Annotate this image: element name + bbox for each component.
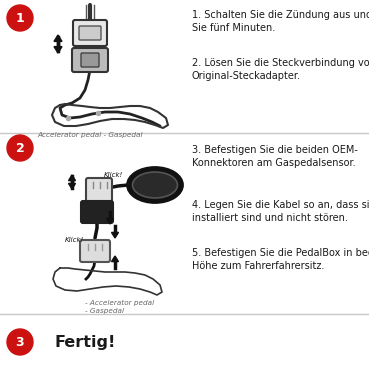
Ellipse shape: [132, 172, 177, 198]
Circle shape: [7, 135, 33, 161]
FancyBboxPatch shape: [79, 26, 101, 40]
FancyBboxPatch shape: [86, 178, 112, 202]
Polygon shape: [111, 232, 118, 238]
Text: Klick!: Klick!: [103, 172, 123, 178]
FancyBboxPatch shape: [73, 20, 107, 46]
Text: 3: 3: [16, 335, 24, 348]
Text: 2: 2: [15, 141, 24, 155]
Polygon shape: [111, 256, 118, 262]
Polygon shape: [107, 218, 114, 224]
Polygon shape: [69, 175, 76, 180]
Text: 3. Befestigen Sie die beiden OEM-
Konnektoren am Gaspedalsensor.: 3. Befestigen Sie die beiden OEM- Konnek…: [192, 145, 358, 168]
Polygon shape: [54, 35, 62, 41]
Text: Fertig!: Fertig!: [55, 335, 116, 349]
Text: 1. Schalten Sie die Zündung aus und warten
Sie fünf Minuten.: 1. Schalten Sie die Zündung aus und wart…: [192, 10, 369, 33]
Text: 2. Lösen Sie die Steckverbindung vom
Original-Steckadapter.: 2. Lösen Sie die Steckverbindung vom Ori…: [192, 58, 369, 81]
Polygon shape: [54, 46, 62, 53]
Text: 4. Legen Sie die Kabel so an, dass sie fest
installiert sind und nicht stören.: 4. Legen Sie die Kabel so an, dass sie f…: [192, 200, 369, 223]
Circle shape: [7, 5, 33, 31]
Polygon shape: [69, 183, 76, 189]
Text: 5. Befestigen Sie die PedalBox in bequemer
Höhe zum Fahrerfahrersitz.: 5. Befestigen Sie die PedalBox in bequem…: [192, 248, 369, 271]
FancyBboxPatch shape: [72, 48, 108, 72]
FancyBboxPatch shape: [81, 53, 99, 67]
Text: Klick!: Klick!: [65, 237, 84, 243]
FancyBboxPatch shape: [80, 240, 110, 262]
Text: Accelerator pedal - Gaspedal: Accelerator pedal - Gaspedal: [37, 132, 143, 138]
FancyBboxPatch shape: [81, 201, 113, 223]
Text: - Accelerator pedal
- Gaspedal: - Accelerator pedal - Gaspedal: [85, 300, 154, 314]
Circle shape: [7, 329, 33, 355]
Ellipse shape: [128, 168, 183, 203]
Text: 1: 1: [15, 11, 24, 24]
